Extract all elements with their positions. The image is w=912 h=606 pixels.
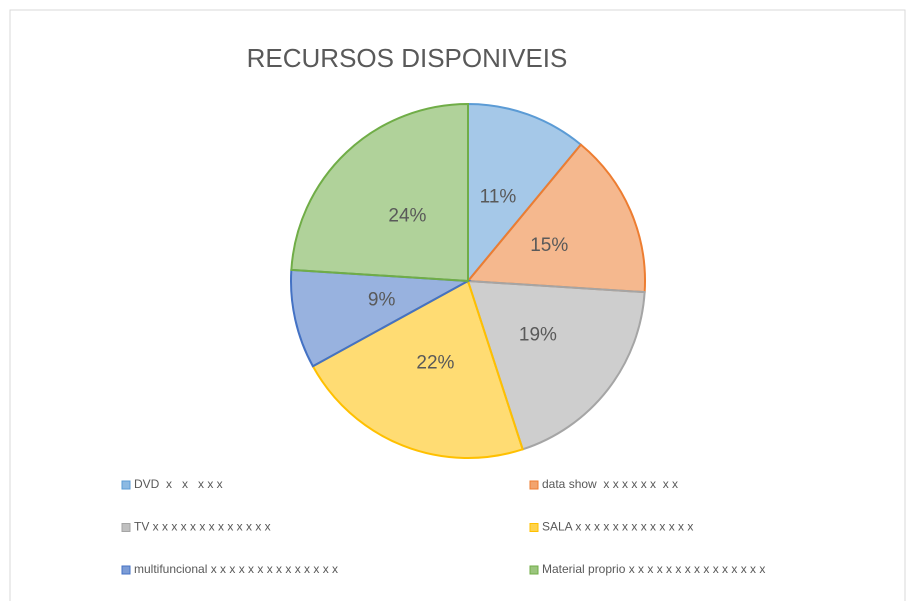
legend-swatch <box>121 480 131 490</box>
legend-swatch <box>121 565 131 575</box>
legend-label: DVD x x x x x <box>134 477 223 491</box>
legend-swatch <box>529 480 539 490</box>
pie-slice <box>465 143 646 294</box>
pie-slice <box>290 102 469 283</box>
legend-label: TV x x x x x x x x x x x x x <box>134 520 271 534</box>
chart-title: RECURSOS DISPONIVEIS <box>247 43 568 73</box>
data-label: 22% <box>416 352 454 373</box>
data-label: 11% <box>480 187 517 208</box>
legend-label: SALA x x x x x x x x x x x x x <box>542 520 693 534</box>
data-label: 9% <box>368 289 396 310</box>
data-label: 19% <box>519 324 557 345</box>
legend-label: Material proprio x x x x x x x x x x x x… <box>542 562 765 576</box>
pie-slice <box>466 279 646 451</box>
data-label: 24% <box>388 206 426 227</box>
legend-swatch <box>529 565 539 575</box>
legend-swatch <box>529 523 539 532</box>
pie-slice <box>311 279 524 459</box>
legend-swatch <box>121 523 131 532</box>
pie-slice <box>467 102 583 284</box>
legend-label: data show x x x x x x x x <box>542 477 678 491</box>
pie-slice <box>290 268 472 368</box>
data-label: 15% <box>530 235 568 256</box>
legend-label: multifuncional x x x x x x x x x x x x x… <box>134 562 338 576</box>
